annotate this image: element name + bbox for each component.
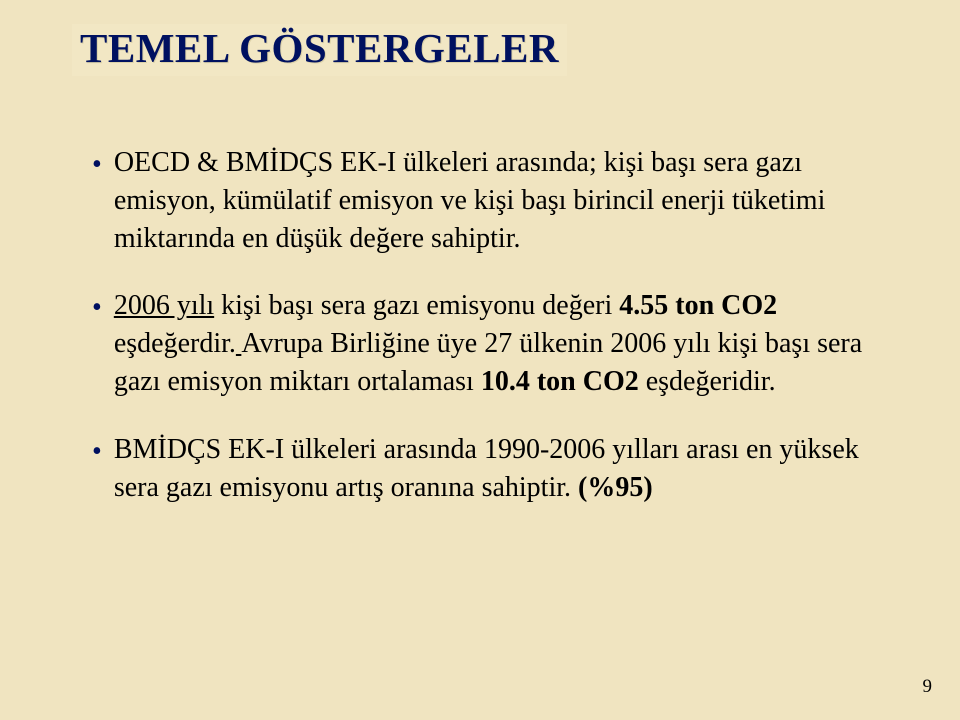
bullet-item: • 2006 yılı kişi başı sera gazı emisyonu… xyxy=(92,287,888,400)
bullet-text: BMİDÇS EK-I ülkeleri arasında 1990-2006 … xyxy=(114,431,888,507)
bullet-marker-icon: • xyxy=(92,431,102,471)
page-number: 9 xyxy=(923,676,933,698)
slide: TEMEL GÖSTERGELER • OECD & BMİDÇS EK-I ü… xyxy=(0,0,960,720)
title-box: TEMEL GÖSTERGELER xyxy=(72,24,567,76)
bullet-text: 2006 yılı kişi başı sera gazı emisyonu d… xyxy=(114,287,888,400)
slide-title: TEMEL GÖSTERGELER xyxy=(80,24,559,72)
bullet-marker-icon: • xyxy=(92,287,102,327)
bullet-item: • BMİDÇS EK-I ülkeleri arasında 1990-200… xyxy=(92,431,888,507)
bullet-marker-icon: • xyxy=(92,144,102,184)
bullet-text: OECD & BMİDÇS EK-I ülkeleri arasında; ki… xyxy=(114,144,888,257)
slide-content: • OECD & BMİDÇS EK-I ülkeleri arasında; … xyxy=(92,144,888,536)
bullet-item: • OECD & BMİDÇS EK-I ülkeleri arasında; … xyxy=(92,144,888,257)
